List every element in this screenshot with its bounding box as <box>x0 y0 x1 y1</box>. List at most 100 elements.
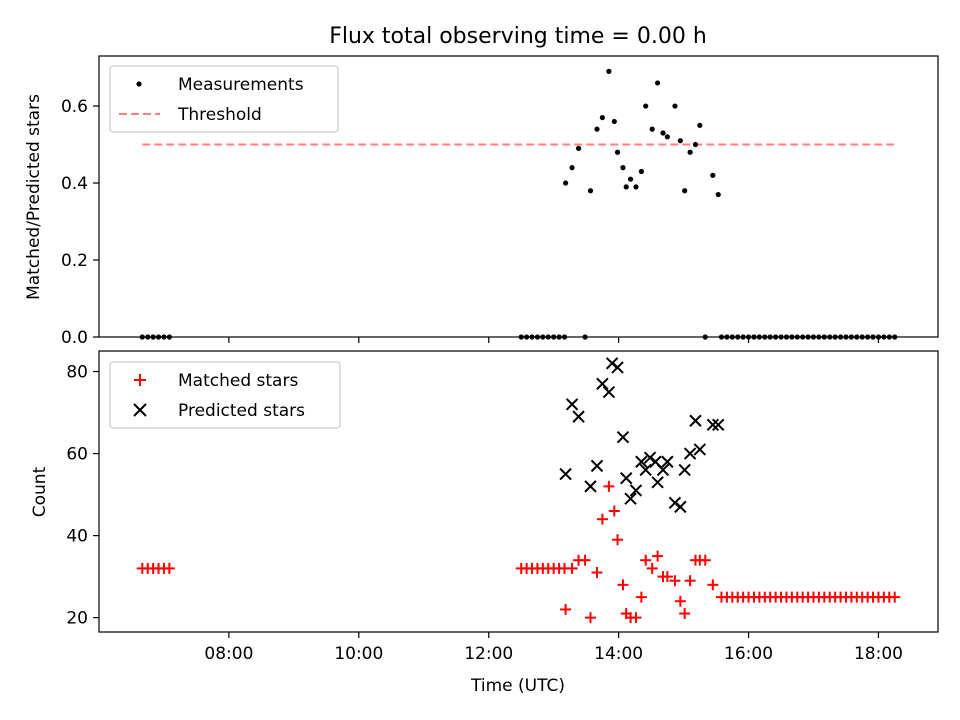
x-axis-label: Time (UTC) <box>470 676 565 696</box>
predicted-point <box>572 410 585 423</box>
matched-point <box>612 534 624 546</box>
matched-point <box>669 575 681 587</box>
matched-point <box>584 612 596 624</box>
matched-point <box>684 575 696 587</box>
matched-point <box>596 513 608 525</box>
top-legend: Measurements Threshold <box>109 65 339 133</box>
top-panel-frame <box>98 55 939 338</box>
matched-point <box>674 595 686 607</box>
bottom-panel-frame <box>98 350 939 633</box>
measurement-point <box>643 103 649 109</box>
predicted-point <box>616 430 630 444</box>
measurement-point <box>682 188 688 194</box>
measurement-point <box>660 130 666 136</box>
predicted-point <box>678 463 691 477</box>
legend-matched-label: Matched stars <box>178 371 298 391</box>
x-tick-label: 18:00 <box>854 644 903 664</box>
predicted-point <box>584 480 597 493</box>
matched-point <box>661 571 673 583</box>
y-tick-label: 80 <box>66 363 88 383</box>
matched-point <box>889 591 901 603</box>
predicted-point <box>674 500 687 514</box>
predicted-point <box>602 385 616 399</box>
x-tick-label: 10:00 <box>334 644 383 664</box>
predicted-point <box>712 418 725 432</box>
matched-point <box>591 567 603 579</box>
predicted-point <box>596 377 609 391</box>
x-tick-label: 08:00 <box>204 644 253 664</box>
matched-point <box>617 579 629 591</box>
top-y-axis-label: Matched/Predicted stars <box>24 94 44 300</box>
x-tick-label: 12:00 <box>464 644 513 664</box>
predicted-point <box>559 467 572 481</box>
predicted-point <box>683 447 697 460</box>
measurement-point <box>633 184 639 190</box>
matched-point <box>566 562 578 574</box>
predicted-point <box>639 463 652 477</box>
measurement-point <box>599 114 606 121</box>
predicted-point <box>611 361 624 374</box>
matched-point <box>630 612 642 624</box>
matched-point <box>579 554 591 566</box>
legend-measurements-label: Measurements <box>178 75 304 95</box>
legend-measurements-marker <box>136 81 142 87</box>
measurement-point <box>606 68 612 74</box>
matched-point <box>608 505 620 517</box>
top-legend-box <box>109 65 339 133</box>
y-tick-label: 0.6 <box>61 97 88 117</box>
x-tick-label: 16:00 <box>724 644 773 664</box>
measurement-point <box>614 149 621 155</box>
predicted-point <box>624 492 637 505</box>
measurement-point <box>562 180 569 186</box>
matched-point <box>560 603 572 615</box>
measurement-point <box>677 138 683 144</box>
predicted-point <box>629 484 643 497</box>
predicted-point <box>620 471 633 485</box>
measurement-point <box>649 126 655 132</box>
measurement-point <box>569 165 575 171</box>
y-tick-label: 0.2 <box>61 251 88 271</box>
measurement-point <box>697 122 703 128</box>
measurement-point <box>687 149 693 155</box>
matched-point <box>603 480 615 492</box>
predicted-point <box>661 455 674 468</box>
matched-point <box>646 562 658 574</box>
predicted-point <box>590 459 604 473</box>
chart-title: Flux total observing time = 0.00 h <box>329 24 707 49</box>
predicted-point <box>565 398 579 411</box>
matched-point <box>707 579 719 591</box>
bottom-x-ticks: 08:00 10:00 12:00 14:00 16:00 18:00 <box>204 632 903 664</box>
legend-predicted-marker <box>133 403 147 417</box>
bottom-y-axis-label: Count <box>30 466 50 517</box>
bottom-legend: Matched stars Predicted stars <box>109 361 341 429</box>
measurement-point <box>664 134 670 140</box>
matched-point <box>699 554 711 566</box>
y-tick-label: 20 <box>66 609 88 629</box>
series-matched-stars <box>136 480 901 624</box>
legend-threshold-label: Threshold <box>177 105 262 125</box>
predicted-point <box>689 414 702 427</box>
measurement-point <box>627 176 634 182</box>
x-tick-label: 14:00 <box>594 644 643 664</box>
bottom-legend-box <box>109 361 341 429</box>
matched-point <box>679 608 691 620</box>
bottom-panel-marks <box>136 357 901 624</box>
measurement-point <box>623 184 629 190</box>
predicted-point <box>706 418 720 432</box>
measurement-point <box>655 80 661 86</box>
predicted-point <box>693 443 707 456</box>
measurement-point <box>672 103 678 109</box>
y-tick-label: 0.4 <box>61 174 88 194</box>
matched-point <box>652 550 664 562</box>
top-y-ticks: 0.0 0.2 0.4 0.6 <box>61 97 99 348</box>
matched-point <box>640 554 652 566</box>
measurement-point <box>575 145 582 151</box>
measurement-point <box>594 126 600 132</box>
measurement-point <box>710 172 716 178</box>
top-x-ticks <box>228 337 880 343</box>
y-tick-label: 60 <box>66 445 88 465</box>
measurement-point <box>620 165 626 171</box>
measurement-point <box>692 141 699 148</box>
predicted-point <box>656 463 670 477</box>
matched-point <box>163 562 175 574</box>
